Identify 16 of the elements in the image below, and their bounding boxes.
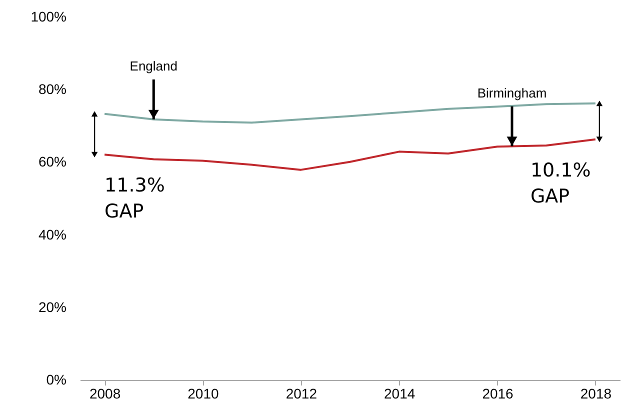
y-tick-label: 80% [38,81,66,98]
x-tick-label: 2012 [286,386,318,402]
y-tick-label: 0% [46,372,66,388]
x-tick-label: 2008 [89,386,121,402]
y-tick-label: 20% [38,298,66,315]
annotation: Birmingham [477,85,547,100]
x-tick-label: 2014 [384,386,416,402]
annotation: England [130,58,178,74]
x-tick-label: 2016 [482,386,514,402]
y-tick-label: 40% [38,226,66,242]
x-tick-label: 2010 [188,386,220,402]
annotation: 11.3% GAP [104,174,165,223]
x-tick-label: 2018 [580,386,612,402]
y-tick-label: 100% [30,8,66,24]
y-tick-label: 60% [38,154,66,170]
annotation: 10.1% GAP [530,159,591,208]
